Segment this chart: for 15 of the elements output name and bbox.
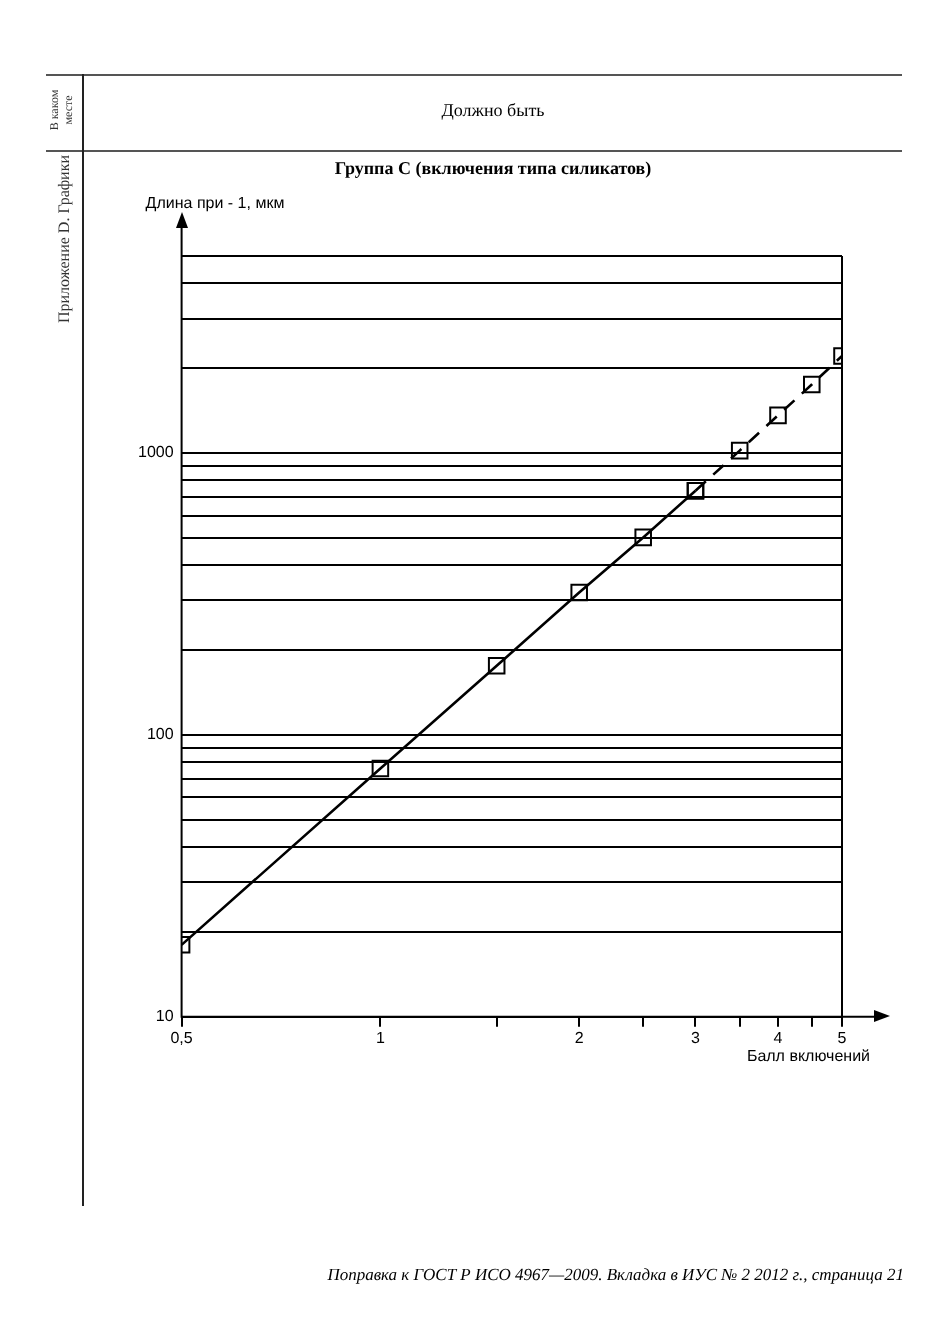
x-tick-label: 3 (691, 1028, 702, 1047)
x-tick-label: 5 (837, 1028, 848, 1047)
y-tick-label: 1000 (138, 443, 175, 462)
x-tick-label: 2 (574, 1028, 585, 1047)
text: Поправка к ГОСТ Р ИСО 4967—2009. Вкладка в ИУС № 2 2012 г., страница 21 (327, 1264, 904, 1284)
x-tick-label: 0,5 (170, 1028, 194, 1047)
text: Должно быть (439, 100, 547, 120)
y-tick-label: 100 (146, 725, 175, 744)
x-tick-label: 1 (375, 1028, 386, 1047)
x-axis-title: Балл включений (746, 1046, 870, 1065)
y-axis-title: Длина при - 1, мкм (145, 194, 285, 212)
x-tick-label: 4 (773, 1028, 784, 1047)
text: Приложение D. Графики (55, 152, 73, 328)
chart-title: Группа С (включения типа силикатов) (332, 158, 654, 178)
y-tick-label: 10 (155, 1007, 175, 1026)
